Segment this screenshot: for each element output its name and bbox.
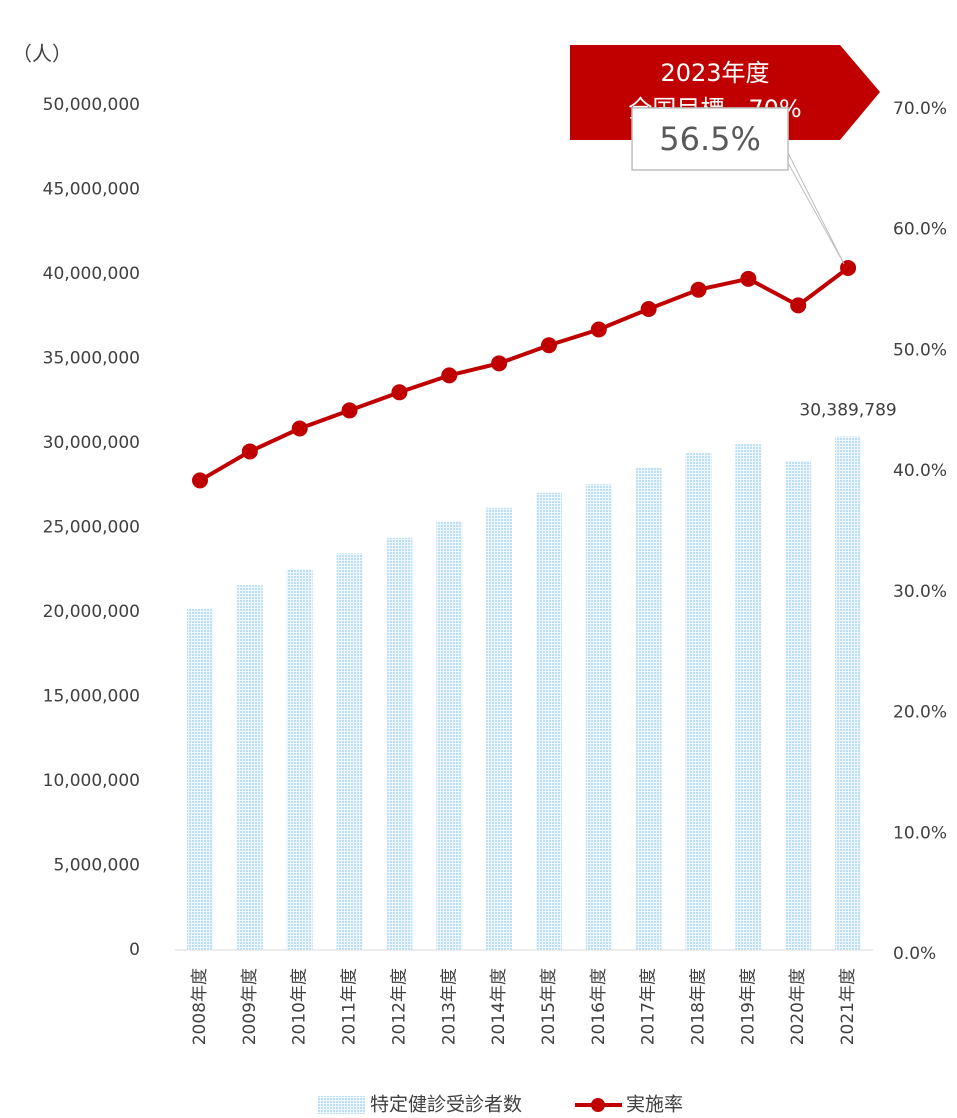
x-tick-label: 2014年度: [489, 968, 509, 1045]
y2-tick-label: 60.0%: [893, 220, 947, 240]
line-point: [640, 301, 657, 318]
line-point: [391, 384, 408, 401]
y2-tick-label: 0.0%: [893, 944, 936, 964]
line-point: [540, 337, 557, 354]
line-value-label: 56.5%: [659, 120, 761, 158]
x-tick-label: 2012年度: [389, 968, 409, 1045]
x-tick-label: 2021年度: [838, 968, 858, 1045]
y-tick-label: 5,000,000: [53, 856, 140, 876]
bar: [286, 568, 313, 950]
y2-tick-label: 50.0%: [893, 340, 947, 360]
x-tick-label: 2019年度: [738, 968, 758, 1045]
line-point: [790, 297, 807, 314]
y-tick-label: 35,000,000: [43, 349, 140, 369]
legend-label: 実施率: [626, 1094, 683, 1116]
bar: [685, 453, 712, 950]
x-tick-label: 2008年度: [190, 968, 210, 1045]
x-tick-label: 2011年度: [340, 968, 360, 1045]
line-point: [192, 472, 208, 489]
x-tick-label: 2018年度: [689, 968, 709, 1045]
bar: [486, 507, 513, 950]
y-tick-label: 45,000,000: [43, 180, 140, 200]
y-tick-label: 25,000,000: [43, 518, 140, 538]
y2-tick-label: 10.0%: [893, 823, 947, 843]
y-tick-label: 0: [129, 940, 140, 960]
x-tick-label: 2010年度: [290, 968, 310, 1045]
x-tick-label: 2009年度: [240, 968, 260, 1045]
bar: [386, 537, 413, 950]
bar: [336, 553, 363, 950]
line-point: [491, 355, 508, 372]
y-tick-label: 30,000,000: [43, 433, 140, 453]
y2-tick-label: 20.0%: [893, 703, 947, 723]
line-point: [690, 281, 707, 298]
line: [198, 266, 850, 483]
bar: [635, 467, 662, 950]
line-point: [341, 402, 358, 419]
bar: [236, 585, 263, 950]
callout-box: [631, 107, 789, 171]
y2-tick-label: 40.0%: [893, 461, 947, 481]
x-tick-label: 2016年度: [589, 968, 609, 1045]
x-tick-label: 2013年度: [439, 968, 459, 1045]
legend-swatch-bar: [318, 1096, 365, 1114]
legend-swatch-point: [591, 1098, 605, 1112]
callout-pointer: [787, 152, 845, 265]
y-tick-label: 40,000,000: [43, 264, 140, 284]
bar: [585, 484, 612, 950]
y-tick-label: 50,000,000: [43, 95, 140, 115]
line-point: [740, 270, 757, 287]
banner-text: 2023年度: [660, 59, 769, 87]
line-point: [840, 259, 857, 276]
x-tick-label: 2020年度: [788, 968, 808, 1045]
y2-tick-label: 30.0%: [893, 582, 947, 602]
x-tick-label: 2017年度: [639, 968, 659, 1045]
bar-value-label: 30,389,789: [799, 400, 896, 420]
bar: [785, 460, 812, 950]
line-point: [590, 321, 607, 338]
bar: [735, 444, 762, 950]
line-point: [441, 367, 458, 384]
bar: [436, 521, 463, 950]
bar: [535, 492, 562, 950]
y-axis-label: （人）: [12, 42, 72, 66]
bar: [835, 436, 862, 950]
legend-label: 特定健診受診者数: [370, 1094, 522, 1116]
bar: [187, 608, 213, 950]
line-point: [291, 420, 308, 437]
y2-tick-label: 70.0%: [893, 99, 947, 119]
y-tick-label: 10,000,000: [43, 771, 140, 791]
y-tick-label: 15,000,000: [43, 687, 140, 707]
y-tick-label: 20,000,000: [43, 602, 140, 622]
line-point: [241, 443, 258, 460]
x-tick-label: 2015年度: [539, 968, 559, 1045]
